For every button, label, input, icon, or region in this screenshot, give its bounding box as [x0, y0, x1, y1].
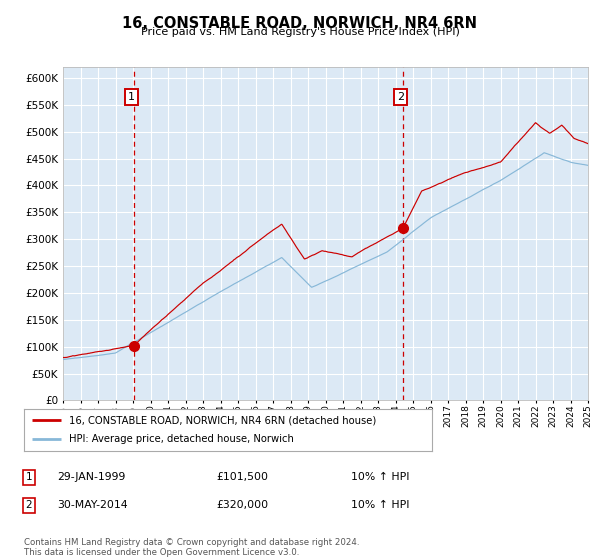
Text: 1: 1 — [128, 92, 135, 102]
Text: £101,500: £101,500 — [216, 472, 268, 482]
Text: HPI: Average price, detached house, Norwich: HPI: Average price, detached house, Norw… — [69, 435, 294, 445]
Text: 10% ↑ HPI: 10% ↑ HPI — [351, 500, 409, 510]
Text: £320,000: £320,000 — [216, 500, 268, 510]
Text: 30-MAY-2014: 30-MAY-2014 — [57, 500, 128, 510]
Text: 2: 2 — [397, 92, 404, 102]
Text: 29-JAN-1999: 29-JAN-1999 — [57, 472, 125, 482]
Text: Price paid vs. HM Land Registry's House Price Index (HPI): Price paid vs. HM Land Registry's House … — [140, 27, 460, 37]
Text: Contains HM Land Registry data © Crown copyright and database right 2024.
This d: Contains HM Land Registry data © Crown c… — [24, 538, 359, 557]
Text: 10% ↑ HPI: 10% ↑ HPI — [351, 472, 409, 482]
Text: 2: 2 — [25, 500, 32, 510]
Text: 16, CONSTABLE ROAD, NORWICH, NR4 6RN (detached house): 16, CONSTABLE ROAD, NORWICH, NR4 6RN (de… — [69, 415, 376, 425]
Text: 16, CONSTABLE ROAD, NORWICH, NR4 6RN: 16, CONSTABLE ROAD, NORWICH, NR4 6RN — [122, 16, 478, 31]
Text: 1: 1 — [25, 472, 32, 482]
